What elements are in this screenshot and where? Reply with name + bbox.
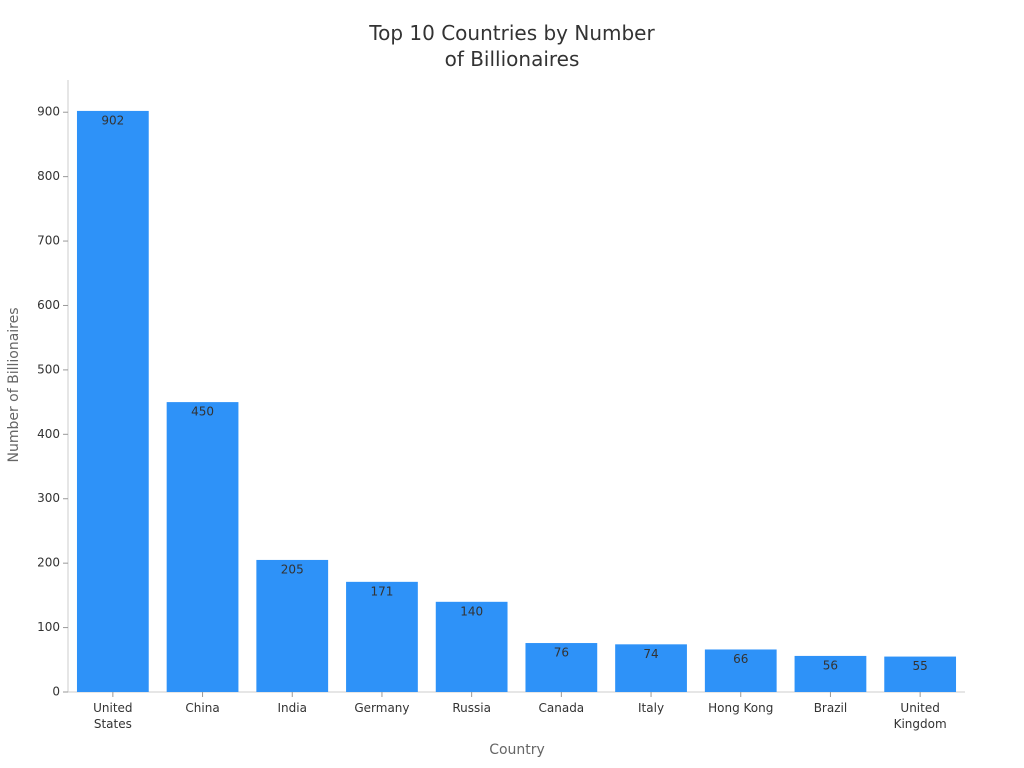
data-label: 140 <box>460 604 483 618</box>
y-tick-label: 0 <box>52 685 60 699</box>
x-tick-label: China <box>185 701 220 715</box>
x-tick-label: United States <box>93 701 133 731</box>
data-label: 450 <box>191 405 214 419</box>
data-label: 56 <box>823 658 838 672</box>
bar <box>256 559 329 692</box>
bar <box>346 581 418 692</box>
bar <box>704 649 777 692</box>
data-label: 171 <box>370 584 393 598</box>
bar <box>76 110 149 692</box>
x-tick-label: Brazil <box>813 701 848 715</box>
data-label: 55 <box>913 659 928 673</box>
bar <box>166 402 239 692</box>
bar <box>435 601 508 692</box>
bar <box>615 644 687 692</box>
data-label: 205 <box>281 562 304 576</box>
bar <box>525 643 598 692</box>
x-axis-label: Country <box>489 742 545 758</box>
data-label: 74 <box>643 647 658 661</box>
x-tick-label: Russia <box>452 701 491 715</box>
y-tick-label: 200 <box>37 556 60 570</box>
y-tick-label: 900 <box>37 105 60 119</box>
x-tick-label: India <box>277 701 307 715</box>
y-tick-label: 300 <box>37 491 60 505</box>
data-label: 66 <box>733 652 748 666</box>
x-tick-label: United Kingdom <box>893 701 947 731</box>
y-tick-label: 800 <box>37 169 60 183</box>
data-label: 902 <box>101 113 124 127</box>
x-tick-label: Italy <box>638 701 665 715</box>
data-label: 76 <box>554 646 569 660</box>
x-tick-label: Hong Kong <box>708 701 774 715</box>
y-tick-label: 400 <box>37 427 60 441</box>
y-tick-label: 700 <box>37 234 60 248</box>
chart-title: Top 10 Countries by Number of Billionair… <box>369 21 655 71</box>
y-tick-label: 500 <box>37 362 60 376</box>
bar <box>884 656 957 692</box>
bar <box>794 655 867 692</box>
x-tick-label: Germany <box>354 701 410 715</box>
y-axis-label: Number of Billionaires <box>6 307 22 462</box>
y-tick-label: 100 <box>37 620 60 634</box>
y-tick-label: 600 <box>37 298 60 312</box>
x-tick-label: Canada <box>538 701 585 715</box>
